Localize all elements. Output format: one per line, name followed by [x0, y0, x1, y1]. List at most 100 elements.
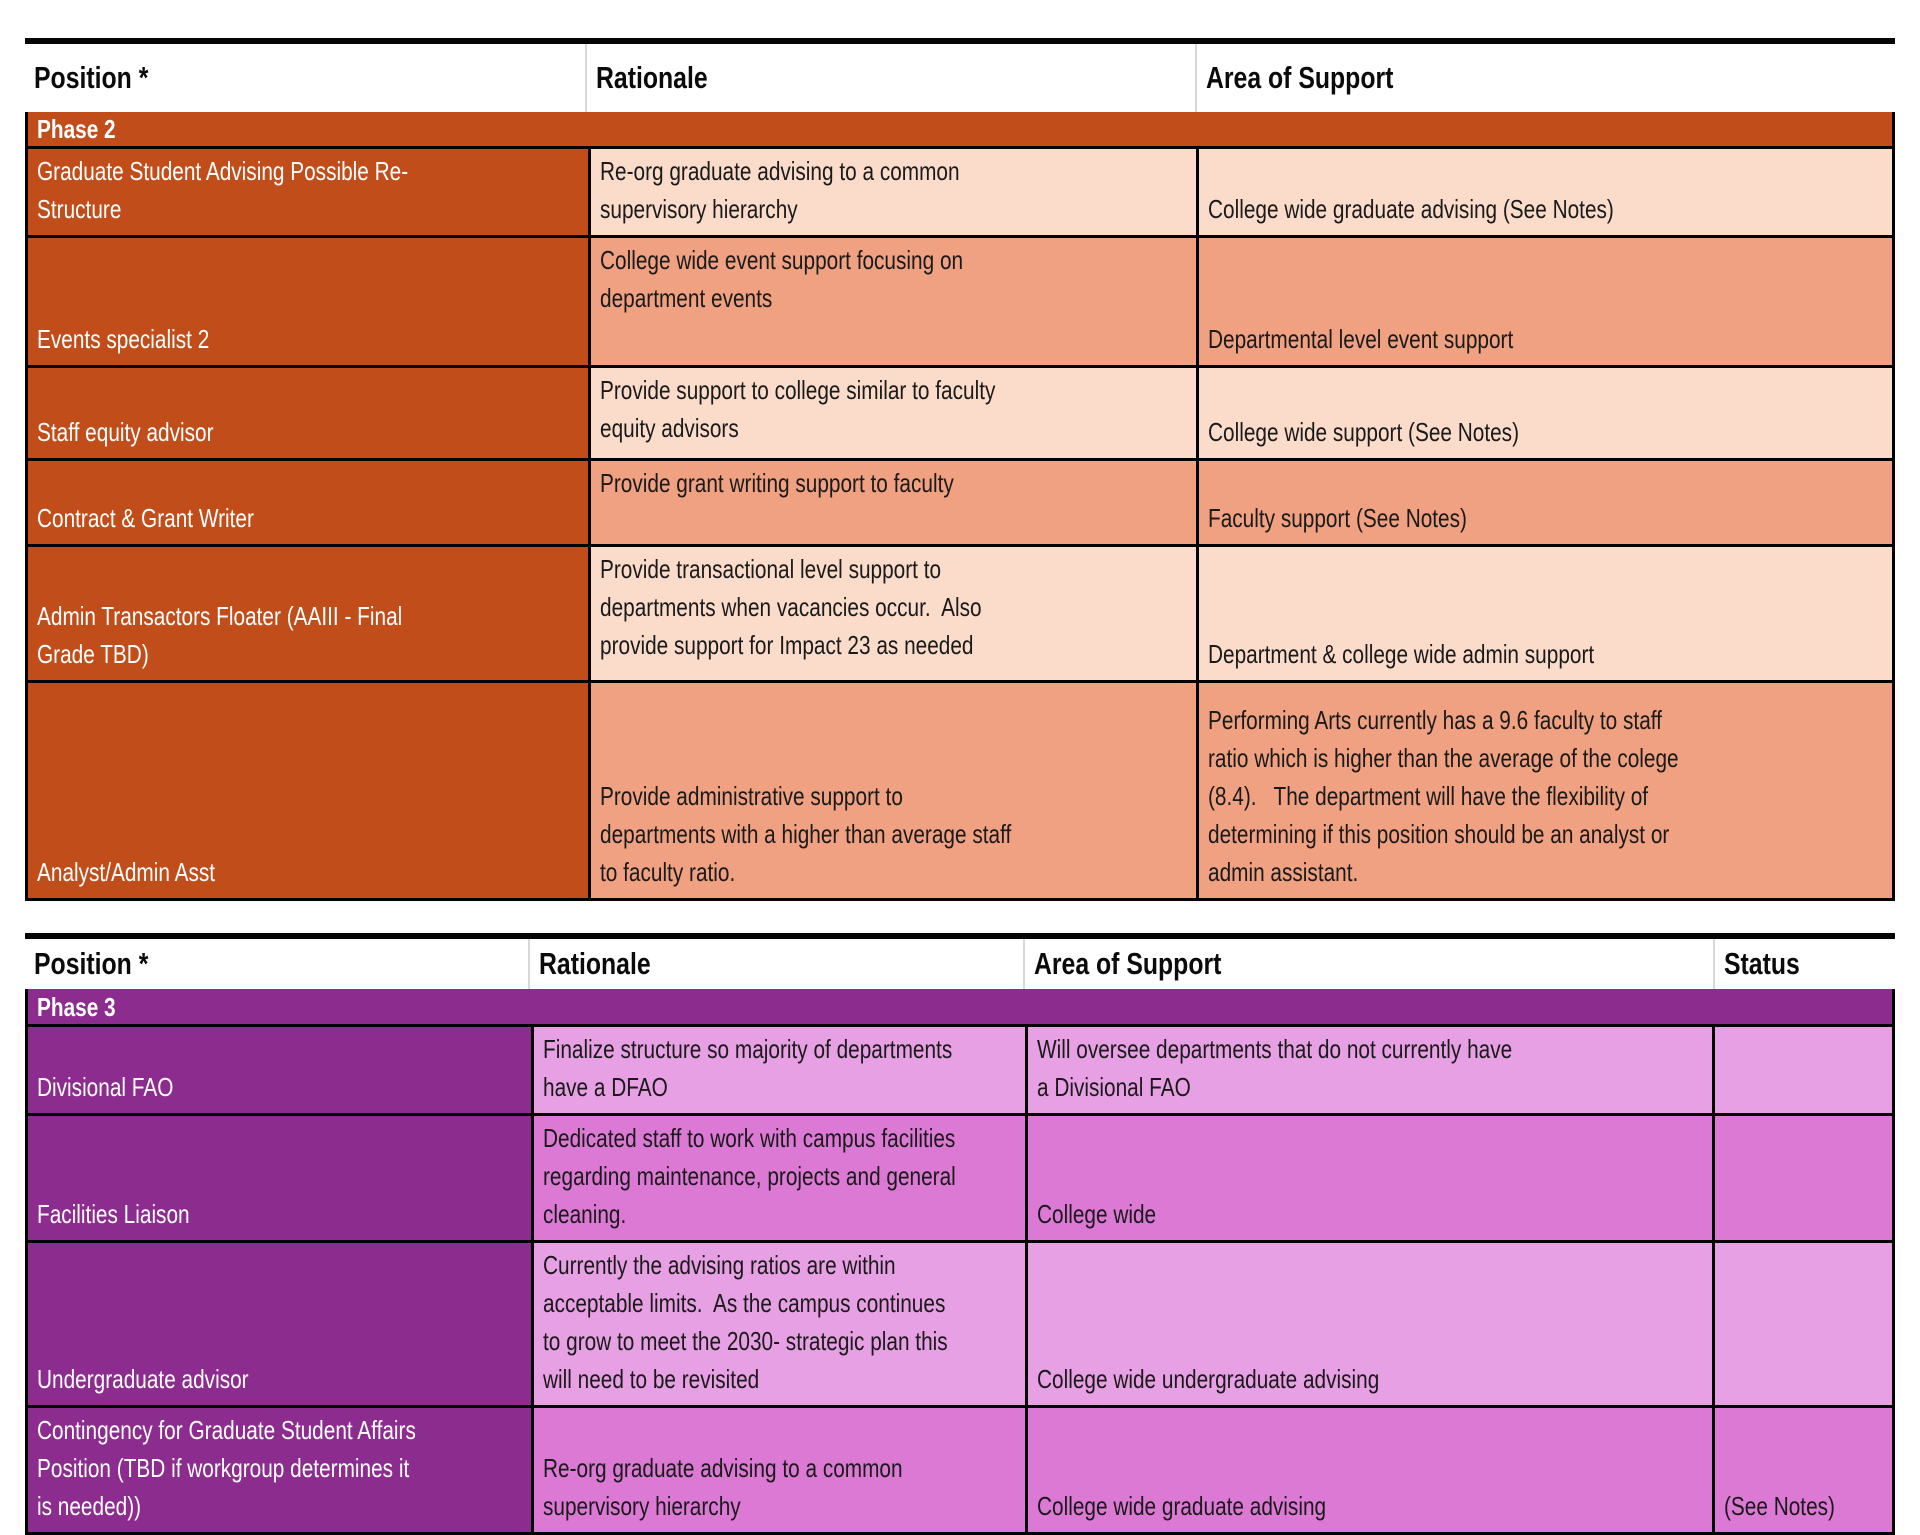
area-text: College wide graduate advising [1036, 1491, 1326, 1521]
table-row: Analyst/Admin Asst Provide administrativ… [28, 680, 1892, 898]
phase3-band: Phase 3 [28, 989, 1892, 1024]
rationale-cell: Provide grant writing support to faculty [588, 461, 1197, 544]
column-header-text: Rationale [595, 59, 708, 95]
rationale-text: Provide transactional level support to d… [600, 554, 982, 660]
column-header-status: Status [1715, 939, 1895, 989]
table-row: Undergraduate advisor Currently the advi… [28, 1240, 1892, 1405]
position-text: Contract & Grant Writer [37, 503, 254, 533]
phase2-band: Phase 2 [28, 112, 1892, 146]
rationale-text: Provide administrative support to depart… [600, 781, 1012, 887]
column-header-position: Position * [25, 939, 530, 989]
rationale-text: Provide support to college similar to fa… [600, 375, 996, 443]
phase-label: Phase 3 [37, 991, 116, 1022]
table-row: Graduate Student Advising Possible Re- S… [28, 146, 1892, 235]
status-cell [1712, 1116, 1892, 1240]
phase-label: Phase 2 [37, 114, 116, 144]
column-header-text: Status [1723, 945, 1800, 981]
rationale-text: Re-org graduate advising to a common sup… [543, 1453, 903, 1521]
position-cell: Divisional FAO [28, 1027, 532, 1113]
status-cell: (See Notes) [1712, 1408, 1892, 1532]
rationale-text: Currently the advising ratios are within… [543, 1250, 948, 1394]
area-text: College wide undergraduate advising [1036, 1364, 1379, 1394]
rationale-text: College wide event support focusing on d… [600, 245, 964, 313]
rationale-cell: Dedicated staff to work with campus faci… [531, 1116, 1025, 1240]
phase3-header-row: Position * Rationale Area of Support Sta… [25, 939, 1895, 989]
area-text: Will oversee departments that do not cur… [1036, 1034, 1512, 1102]
phase2-header-row: Position * Rationale Area of Support [25, 44, 1895, 112]
phase2-grid: Phase 2 Graduate Student Advising Possib… [25, 112, 1895, 901]
position-text: Events specialist 2 [37, 324, 210, 354]
phase3-table: Position * Rationale Area of Support Sta… [25, 933, 1895, 1535]
column-header-rationale: Rationale [587, 44, 1197, 112]
column-header-text: Rationale [538, 945, 651, 981]
phase2-table: Position * Rationale Area of Support Pha… [25, 38, 1895, 901]
area-text: Departmental level event support [1208, 324, 1514, 354]
rationale-cell: Currently the advising ratios are within… [531, 1243, 1025, 1405]
column-header-area-of-support: Area of Support [1025, 939, 1715, 989]
column-header-position: Position * [25, 44, 587, 112]
rationale-cell: Provide transactional level support to d… [588, 547, 1197, 680]
table-row: Facilities Liaison Dedicated staff to wo… [28, 1113, 1892, 1240]
area-text: Faculty support (See Notes) [1208, 503, 1468, 533]
area-text: College wide support (See Notes) [1208, 417, 1520, 447]
position-cell: Contingency for Graduate Student Affairs… [28, 1408, 532, 1532]
position-cell: Admin Transactors Floater (AAIII - Final… [28, 547, 589, 680]
rationale-cell: Provide administrative support to depart… [588, 683, 1197, 898]
position-text: Undergraduate advisor [37, 1364, 249, 1394]
area-cell: Departmental level event support [1196, 238, 1892, 365]
column-header-text: Area of Support [1033, 945, 1222, 981]
position-cell: Undergraduate advisor [28, 1243, 532, 1405]
area-text: College wide [1036, 1199, 1156, 1229]
position-cell: Staff equity advisor [28, 368, 589, 458]
area-cell: Department & college wide admin support [1196, 547, 1892, 680]
area-cell: Performing Arts currently has a 9.6 facu… [1196, 683, 1892, 898]
position-text: Admin Transactors Floater (AAIII - Final… [37, 601, 403, 669]
table-row: Admin Transactors Floater (AAIII - Final… [28, 544, 1892, 680]
rationale-cell: Re-org graduate advising to a common sup… [531, 1408, 1025, 1532]
position-cell: Facilities Liaison [28, 1116, 532, 1240]
area-cell: College wide undergraduate advising [1024, 1243, 1713, 1405]
position-text: Analyst/Admin Asst [37, 857, 216, 887]
column-header-text: Position * [34, 59, 149, 95]
rationale-cell: College wide event support focusing on d… [588, 238, 1197, 365]
area-cell: College wide support (See Notes) [1196, 368, 1892, 458]
rationale-text: Re-org graduate advising to a common sup… [600, 156, 960, 224]
area-cell: College wide graduate advising (See Note… [1196, 149, 1892, 235]
position-cell: Events specialist 2 [28, 238, 589, 365]
position-text: Contingency for Graduate Student Affairs… [37, 1415, 416, 1521]
position-text: Facilities Liaison [37, 1199, 190, 1229]
column-header-area-of-support: Area of Support [1197, 44, 1895, 112]
position-cell: Graduate Student Advising Possible Re- S… [28, 149, 589, 235]
column-header-rationale: Rationale [530, 939, 1025, 989]
table-row: Events specialist 2 College wide event s… [28, 235, 1892, 365]
phase3-grid: Phase 3 Divisional FAO Finalize structur… [25, 989, 1895, 1535]
position-text: Divisional FAO [37, 1072, 174, 1102]
status-cell [1712, 1027, 1892, 1113]
area-cell: Faculty support (See Notes) [1196, 461, 1892, 544]
rationale-cell: Finalize structure so majority of depart… [531, 1027, 1025, 1113]
table-row: Contingency for Graduate Student Affairs… [28, 1405, 1892, 1532]
area-text: Performing Arts currently has a 9.6 facu… [1208, 705, 1679, 887]
table-top-rule [25, 933, 1895, 939]
status-cell [1712, 1243, 1892, 1405]
column-header-text: Position * [34, 945, 149, 981]
column-header-text: Area of Support [1205, 59, 1394, 95]
table-row: Divisional FAO Finalize structure so maj… [28, 1024, 1892, 1113]
rationale-cell: Re-org graduate advising to a common sup… [588, 149, 1197, 235]
area-text: College wide graduate advising (See Note… [1208, 194, 1614, 224]
area-cell: Will oversee departments that do not cur… [1024, 1027, 1713, 1113]
rationale-text: Finalize structure so majority of depart… [543, 1034, 953, 1102]
position-text: Staff equity advisor [37, 417, 214, 447]
rationale-text: Provide grant writing support to faculty [600, 468, 954, 498]
position-cell: Analyst/Admin Asst [28, 683, 589, 898]
rationale-cell: Provide support to college similar to fa… [588, 368, 1197, 458]
position-text: Graduate Student Advising Possible Re- S… [37, 156, 409, 224]
table-top-rule [25, 38, 1895, 44]
table-row: Contract & Grant Writer Provide grant wr… [28, 458, 1892, 544]
status-text: (See Notes) [1724, 1491, 1836, 1521]
area-text: Department & college wide admin support [1208, 639, 1595, 669]
rationale-text: Dedicated staff to work with campus faci… [543, 1123, 957, 1229]
area-cell: College wide graduate advising [1024, 1408, 1713, 1532]
table-row: Staff equity advisor Provide support to … [28, 365, 1892, 458]
position-cell: Contract & Grant Writer [28, 461, 589, 544]
